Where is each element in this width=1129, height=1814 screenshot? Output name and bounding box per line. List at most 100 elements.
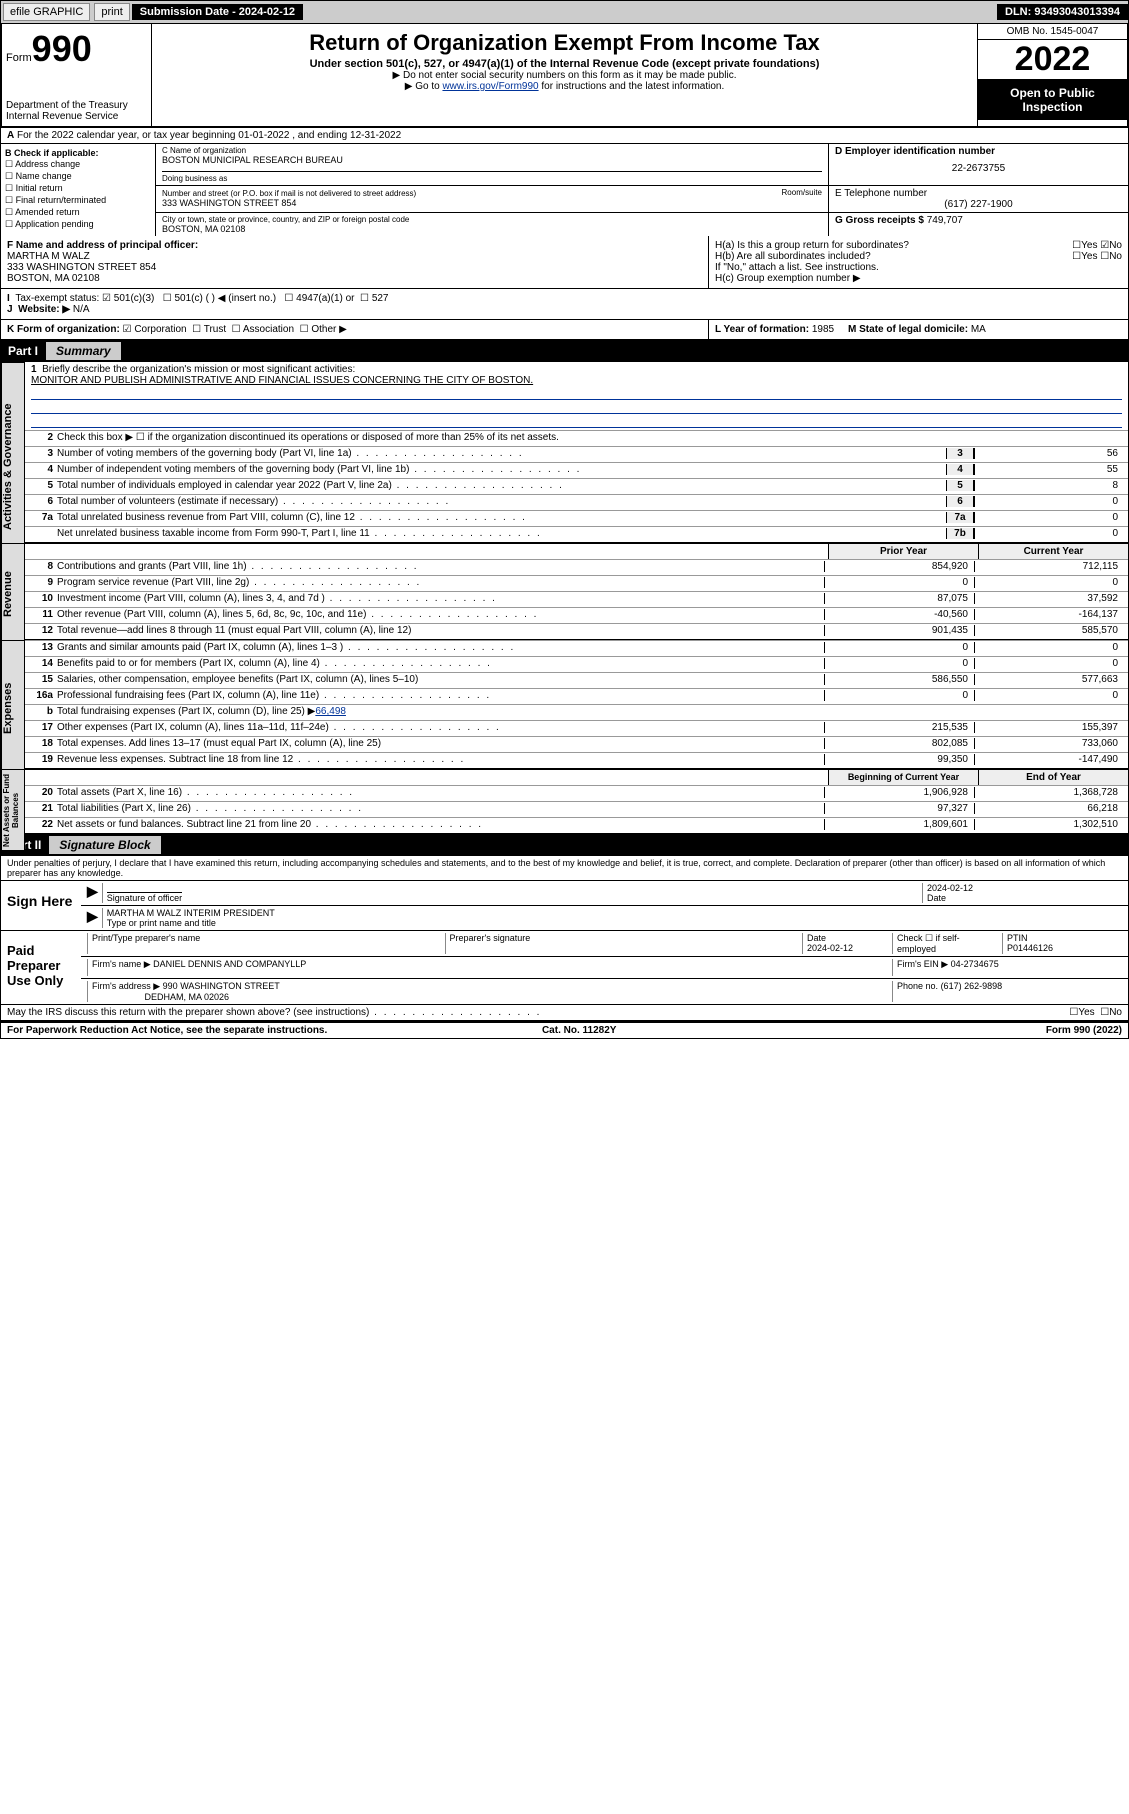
g-gross-cell: G Gross receipts $ 749,707 — [828, 213, 1128, 236]
firm-phone: Phone no. (617) 262-9898 — [892, 981, 1122, 1002]
lm-block: L Year of formation: 1985 M State of leg… — [708, 320, 1128, 339]
officer-print: MARTHA M WALZ INTERIM PRESIDENTType or p… — [102, 908, 1122, 928]
irs-link[interactable]: www.irs.gov/Form990 — [442, 81, 538, 92]
may-yes: Yes — [1078, 1007, 1094, 1018]
section-governance: Activities & Governance 1 Briefly descri… — [0, 362, 1129, 543]
l10: Investment income (Part VIII, column (A)… — [57, 593, 824, 604]
year-formation: 1985 — [812, 324, 834, 335]
paid-label: Paid Preparer Use Only — [1, 931, 81, 1004]
p12: 901,435 — [824, 625, 974, 636]
v7b: 0 — [974, 528, 1124, 539]
c-city-cell: City or town, state or province, country… — [156, 213, 828, 236]
cb-name[interactable]: ☐ Name change — [5, 171, 151, 182]
k-corp: Corporation — [134, 324, 186, 335]
c11: -164,137 — [974, 609, 1124, 620]
c-name-cell: C Name of organization BOSTON MUNICIPAL … — [156, 144, 828, 185]
form-subtitle: Under section 501(c), 527, or 4947(a)(1)… — [160, 58, 969, 70]
p10: 87,075 — [824, 593, 974, 604]
firm-ein: Firm's EIN ▶ 04-2734675 — [892, 959, 1122, 976]
l5-desc: Total number of individuals employed in … — [57, 480, 946, 491]
fundraising-link[interactable]: 66,498 — [315, 706, 346, 717]
hdr-current: Current Year — [978, 544, 1128, 559]
cb-initial[interactable]: ☐ Initial return — [5, 183, 151, 194]
l7a-desc: Total unrelated business revenue from Pa… — [57, 512, 946, 523]
l22: Net assets or fund balances. Subtract li… — [57, 819, 824, 830]
tax-year: 2022 — [978, 40, 1127, 80]
i-4947: 4947(a)(1) or — [296, 293, 354, 304]
ha-lbl: H(a) Is this a group return for subordin… — [715, 240, 909, 251]
print-button[interactable]: print — [94, 3, 129, 21]
prep-name-hdr: Print/Type preparer's name — [87, 933, 445, 954]
l14: Benefits paid to or for members (Part IX… — [57, 658, 824, 669]
c18: 733,060 — [974, 738, 1124, 749]
l17: Other expenses (Part IX, column (A), lin… — [57, 722, 824, 733]
p19: 99,350 — [824, 754, 974, 765]
street-address: 333 WASHINGTON STREET 854 — [162, 198, 822, 208]
note-pre: ▶ Go to — [405, 81, 443, 92]
line-1: 1 Briefly describe the organization's mi… — [25, 362, 1128, 430]
i-lbl: Tax-exempt status: — [15, 293, 99, 304]
cb-amended[interactable]: ☐ Amended return — [5, 207, 151, 218]
sig-date: 2024-02-12Date — [922, 883, 1122, 903]
may-discuss-row: May the IRS discuss this return with the… — [0, 1005, 1129, 1021]
arrow-icon: ▶ — [87, 883, 98, 903]
l1-label: Briefly describe the organization's miss… — [42, 364, 355, 375]
room-lbl: Room/suite — [782, 188, 822, 197]
p22: 1,809,601 — [824, 819, 974, 830]
part1-title: Summary — [46, 342, 121, 360]
header-left: Form990 Department of the Treasury Inter… — [2, 24, 152, 126]
l18: Total expenses. Add lines 13–17 (must eq… — [57, 738, 824, 749]
section-revenue: Revenue Prior YearCurrent Year 8Contribu… — [0, 543, 1129, 640]
i-501c3: 501(c)(3) — [114, 293, 155, 304]
j-lbl: Website: ▶ — [18, 304, 70, 315]
l4-desc: Number of independent voting members of … — [57, 464, 946, 475]
note-ssn: ▶ Do not enter social security numbers o… — [160, 70, 969, 81]
b-label: B Check if applicable: — [5, 148, 99, 158]
domicile-state: MA — [971, 324, 986, 335]
penalty-text: Under penalties of perjury, I declare th… — [0, 856, 1129, 881]
gross-receipts: 749,707 — [927, 215, 963, 226]
hb-yes: Yes — [1081, 251, 1097, 262]
sign-here-block: Sign Here ▶ Signature of officer 2024-02… — [0, 881, 1129, 931]
l16a: Professional fundraising fees (Part IX, … — [57, 690, 824, 701]
c-name-lbl: C Name of organization — [162, 146, 822, 155]
c-addr-cell: Number and street (or P.O. box if mail i… — [156, 186, 828, 212]
l21: Total liabilities (Part X, line 26) — [57, 803, 824, 814]
officer-city: BOSTON, MA 02108 — [7, 273, 100, 284]
col-b: B Check if applicable: ☐ Address change … — [1, 144, 156, 236]
website-value: N/A — [73, 304, 90, 315]
e-lbl: E Telephone number — [835, 188, 927, 199]
c12: 585,570 — [974, 625, 1124, 636]
may-q: May the IRS discuss this return with the… — [7, 1007, 541, 1018]
v6: 0 — [974, 496, 1124, 507]
l2-desc: Check this box ▶ ☐ if the organization d… — [57, 432, 1124, 443]
c21: 66,218 — [974, 803, 1124, 814]
i-527: 527 — [372, 293, 389, 304]
v5: 8 — [974, 480, 1124, 491]
officer-name: MARTHA M WALZ — [7, 251, 90, 262]
l20: Total assets (Part X, line 16) — [57, 787, 824, 798]
note-link: ▶ Go to www.irs.gov/Form990 for instruct… — [160, 81, 969, 92]
l13: Grants and similar amounts paid (Part IX… — [57, 642, 824, 653]
p18: 802,085 — [824, 738, 974, 749]
part2-title: Signature Block — [49, 836, 160, 854]
cb-final[interactable]: ☐ Final return/terminated — [5, 195, 151, 206]
k-assoc: Association — [243, 324, 294, 335]
prep-date-hdr: Date2024-02-12 — [802, 933, 892, 954]
section-expenses: Expenses 13Grants and similar amounts pa… — [0, 640, 1129, 769]
firm-addr: Firm's address ▶ 990 WASHINGTON STREET D… — [87, 981, 892, 1002]
org-name: BOSTON MUNICIPAL RESEARCH BUREAU — [162, 155, 822, 165]
note-post: for instructions and the latest informat… — [539, 81, 725, 92]
efile-label: efile GRAPHIC — [3, 3, 90, 21]
row-fh: F Name and address of principal officer:… — [0, 236, 1129, 289]
col-cd: C Name of organization BOSTON MUNICIPAL … — [156, 144, 1128, 236]
p14: 0 — [824, 658, 974, 669]
cb-pending[interactable]: ☐ Application pending — [5, 219, 151, 230]
f-lbl: F Name and address of principal officer: — [7, 240, 198, 251]
hc-lbl: H(c) Group exemption number ▶ — [715, 273, 1122, 284]
dba-lbl: Doing business as — [162, 171, 822, 183]
cat-no: Cat. No. 11282Y — [542, 1025, 616, 1036]
d-ein-cell: D Employer identification number 22-2673… — [828, 144, 1128, 185]
cb-address[interactable]: ☐ Address change — [5, 159, 151, 170]
header-mid: Return of Organization Exempt From Incom… — [152, 24, 977, 126]
